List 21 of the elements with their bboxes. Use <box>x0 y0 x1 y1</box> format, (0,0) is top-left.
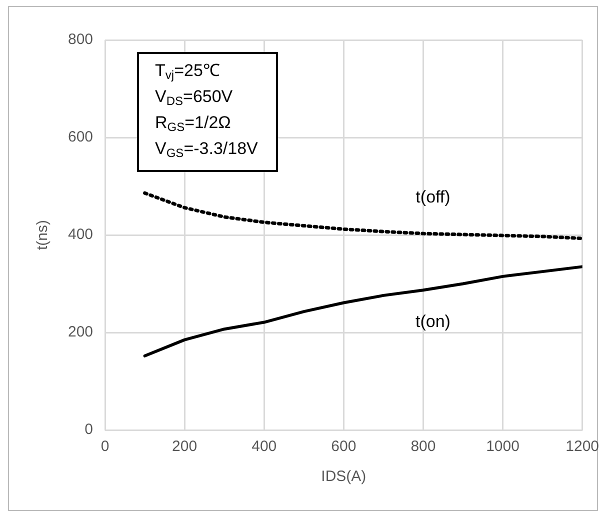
y-tick-label: 0 <box>84 421 94 438</box>
x-tick-label: 400 <box>252 438 277 456</box>
series-label: t(off) <box>416 188 450 207</box>
x-tick-label: 0 <box>100 438 110 456</box>
annotation: R$_{GS}$=1/2Ω <box>155 112 232 136</box>
y-tick-label: 800 <box>68 31 94 48</box>
y-tick-label: 400 <box>68 226 94 244</box>
annotation: T$_{vj}$=25℃ <box>155 60 221 84</box>
y-axis-title: t(ns) <box>34 220 52 250</box>
annotation: V$_{GS}$=-3.3/18V <box>155 138 258 162</box>
series-label: t(on) <box>416 312 450 331</box>
x-tick-label: 600 <box>331 438 356 456</box>
x-tick-label: 1200 <box>566 438 600 456</box>
line-series <box>143 191 582 240</box>
x-axis-title: IDS(A) <box>321 468 366 486</box>
x-tick-label: 800 <box>410 438 436 456</box>
x-tick-label: 1000 <box>486 438 520 456</box>
y-tick-label: 600 <box>68 128 94 146</box>
annotation: V$_{DS}$=650V <box>155 86 234 110</box>
x-tick-label: 200 <box>172 438 198 456</box>
y-tick-label: 200 <box>68 324 94 341</box>
